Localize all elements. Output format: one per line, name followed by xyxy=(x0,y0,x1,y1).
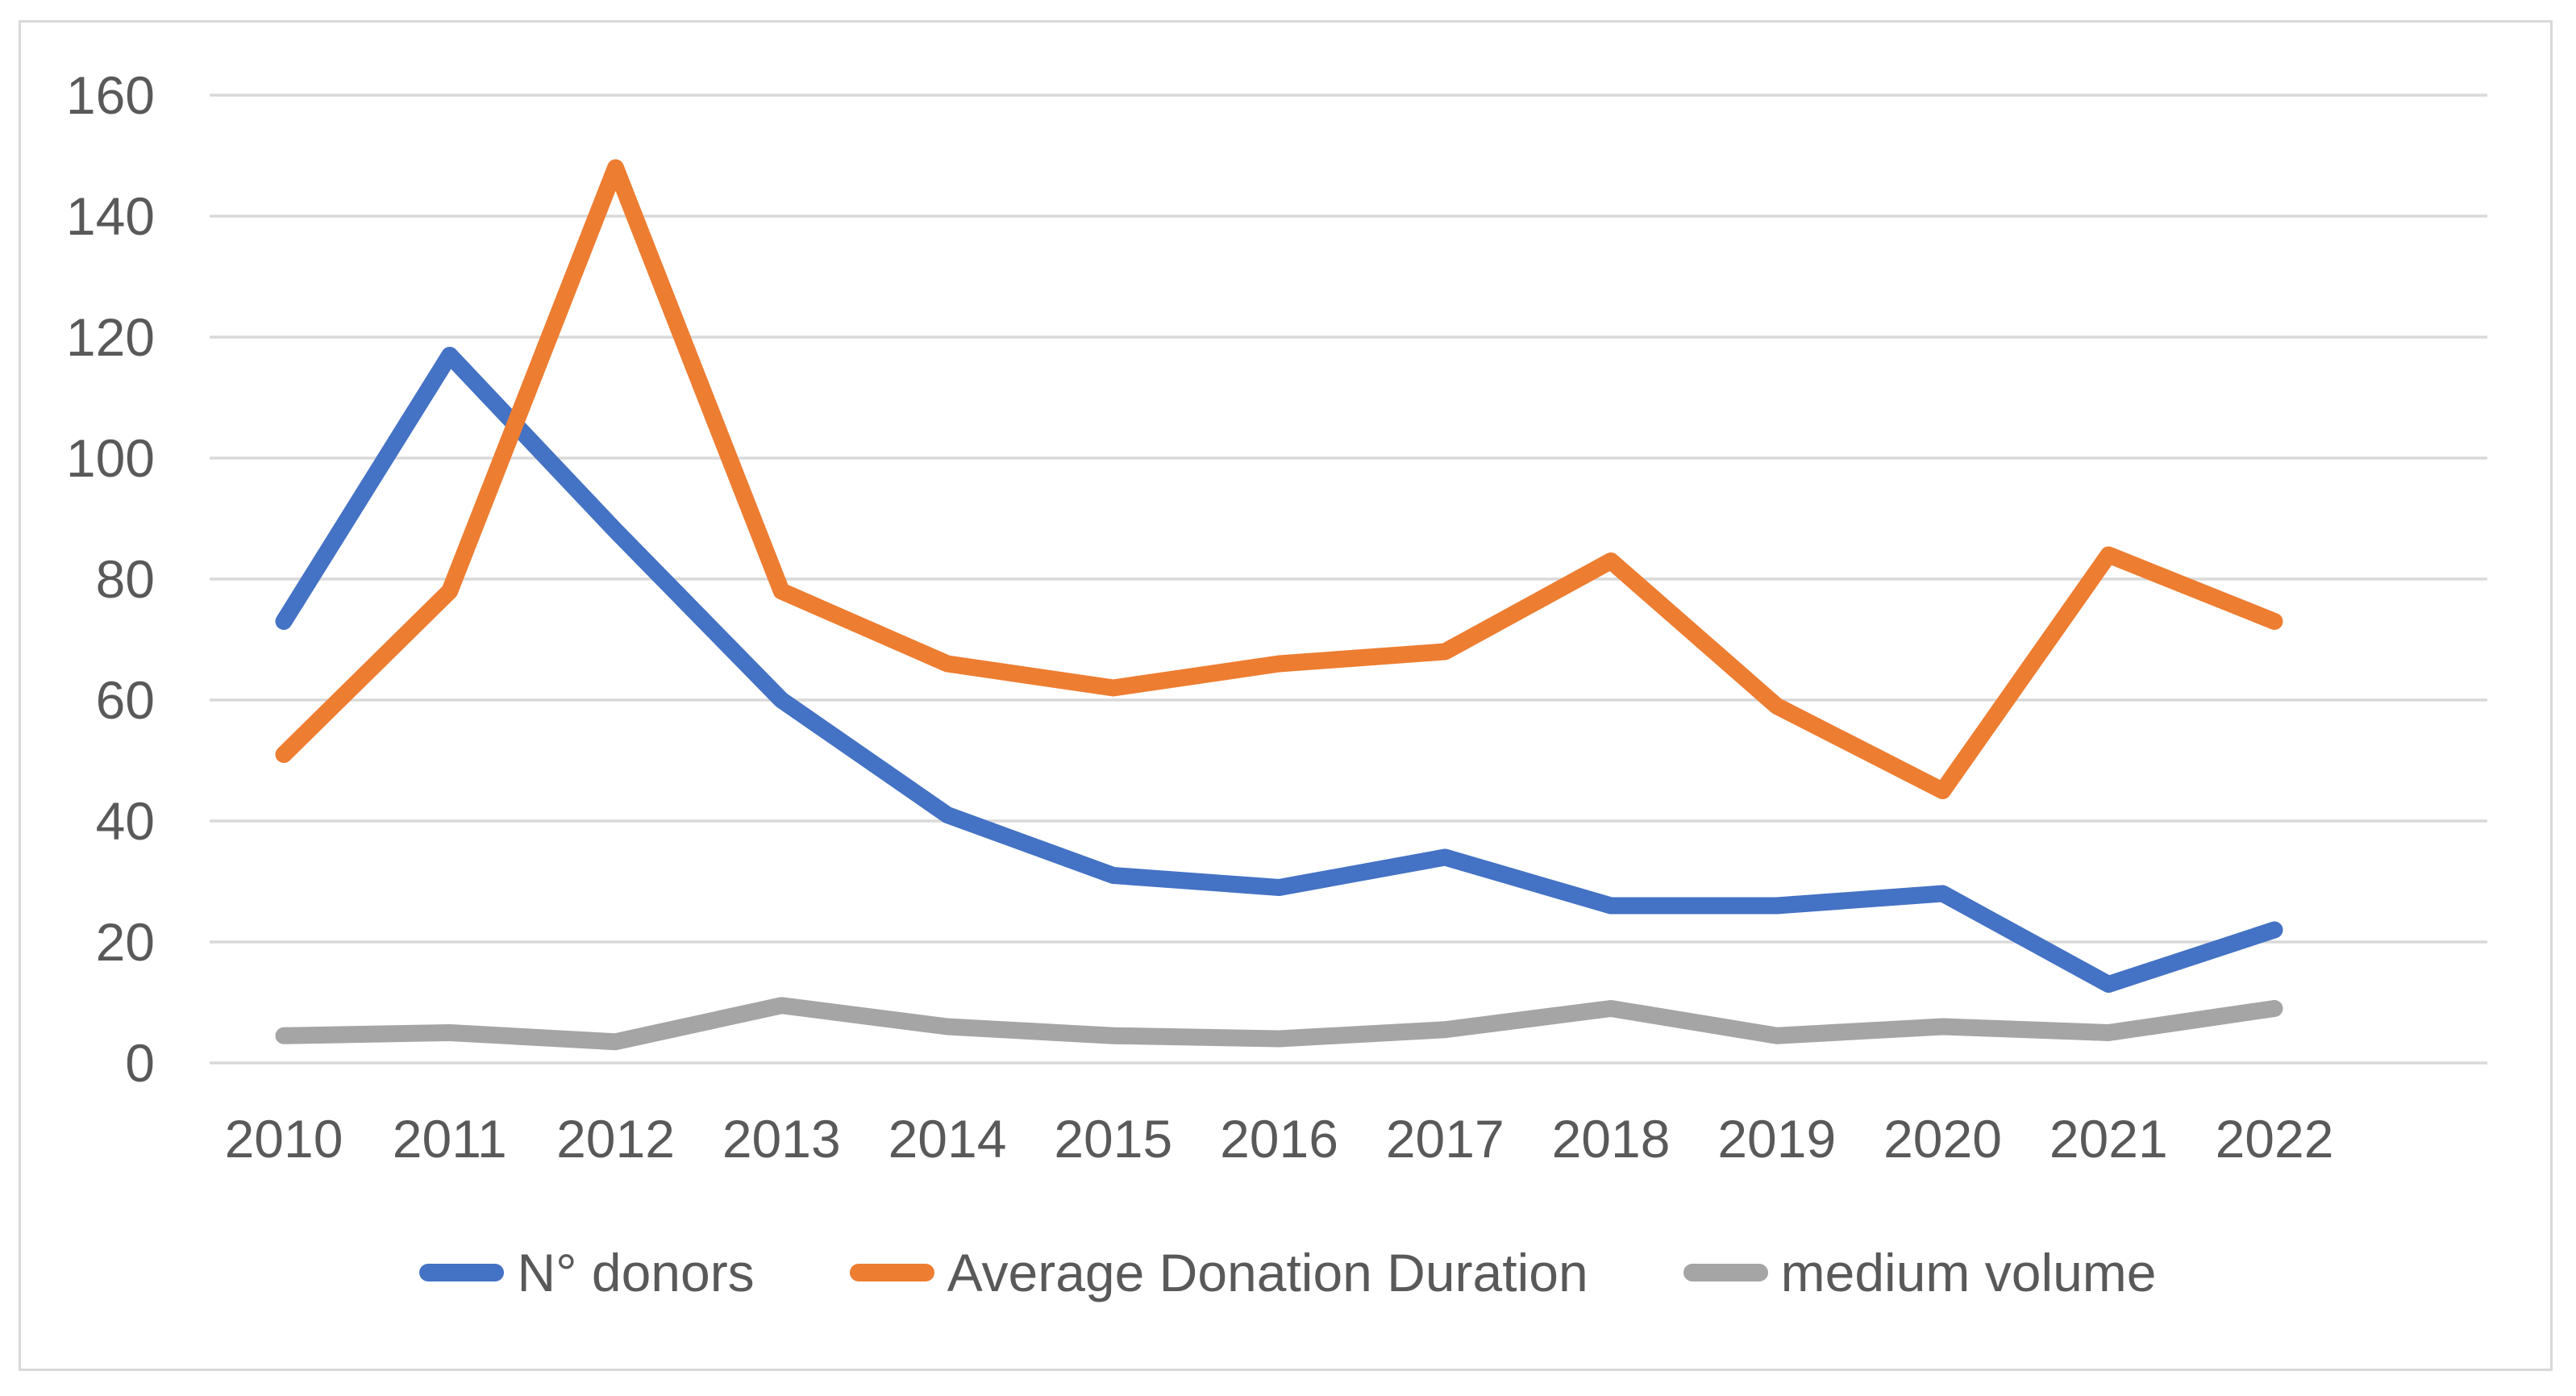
y-tick-label: 160 xyxy=(66,65,155,125)
x-tick-label: 2018 xyxy=(1552,1109,1671,1169)
legend-label: medium volume xyxy=(1780,1243,2157,1302)
y-tick-label: 140 xyxy=(66,186,155,246)
x-tick-label: 2019 xyxy=(1717,1109,1836,1169)
x-tick-label: 2015 xyxy=(1054,1109,1172,1169)
series-line-average-donation-duration xyxy=(275,159,2283,799)
x-tick-label: 2013 xyxy=(722,1109,841,1169)
y-tick-label: 20 xyxy=(96,912,155,972)
legend-dash-icon xyxy=(419,1264,505,1281)
y-tick-label: 0 xyxy=(125,1033,155,1093)
x-tick-label: 2021 xyxy=(2050,1109,2168,1169)
y-tick-label: 100 xyxy=(66,428,155,488)
series-line-n-donors xyxy=(275,347,2283,993)
legend-item-medium-volume: medium volume xyxy=(1683,1242,2157,1303)
legend-label: N° donors xyxy=(517,1243,755,1302)
x-tick-label: 2020 xyxy=(1883,1109,2002,1169)
chart-legend: N° donors Average Donation Duration medium… xyxy=(0,1242,2576,1303)
x-tick-label: 2011 xyxy=(393,1109,507,1169)
x-tick-label: 2022 xyxy=(2216,1109,2334,1169)
x-tick-label: 2012 xyxy=(556,1109,675,1169)
legend-dash-icon xyxy=(849,1264,934,1281)
y-tick-label: 60 xyxy=(96,670,155,730)
x-tick-label: 2016 xyxy=(1220,1109,1338,1169)
x-tick-label: 2014 xyxy=(888,1109,1007,1169)
y-tick-label: 80 xyxy=(96,549,155,609)
series-line-medium-volume xyxy=(275,997,2283,1051)
legend-item-n-donors: N° donors xyxy=(419,1242,755,1303)
x-tick-label: 2017 xyxy=(1386,1109,1504,1169)
y-tick-label: 120 xyxy=(66,307,155,367)
legend-label: Average Donation Duration xyxy=(947,1243,1588,1302)
legend-item-average-donation-duration: Average Donation Duration xyxy=(849,1242,1588,1303)
legend-dash-icon xyxy=(1683,1264,1768,1281)
x-tick-label: 2010 xyxy=(225,1109,343,1169)
y-tick-label: 40 xyxy=(96,791,155,851)
